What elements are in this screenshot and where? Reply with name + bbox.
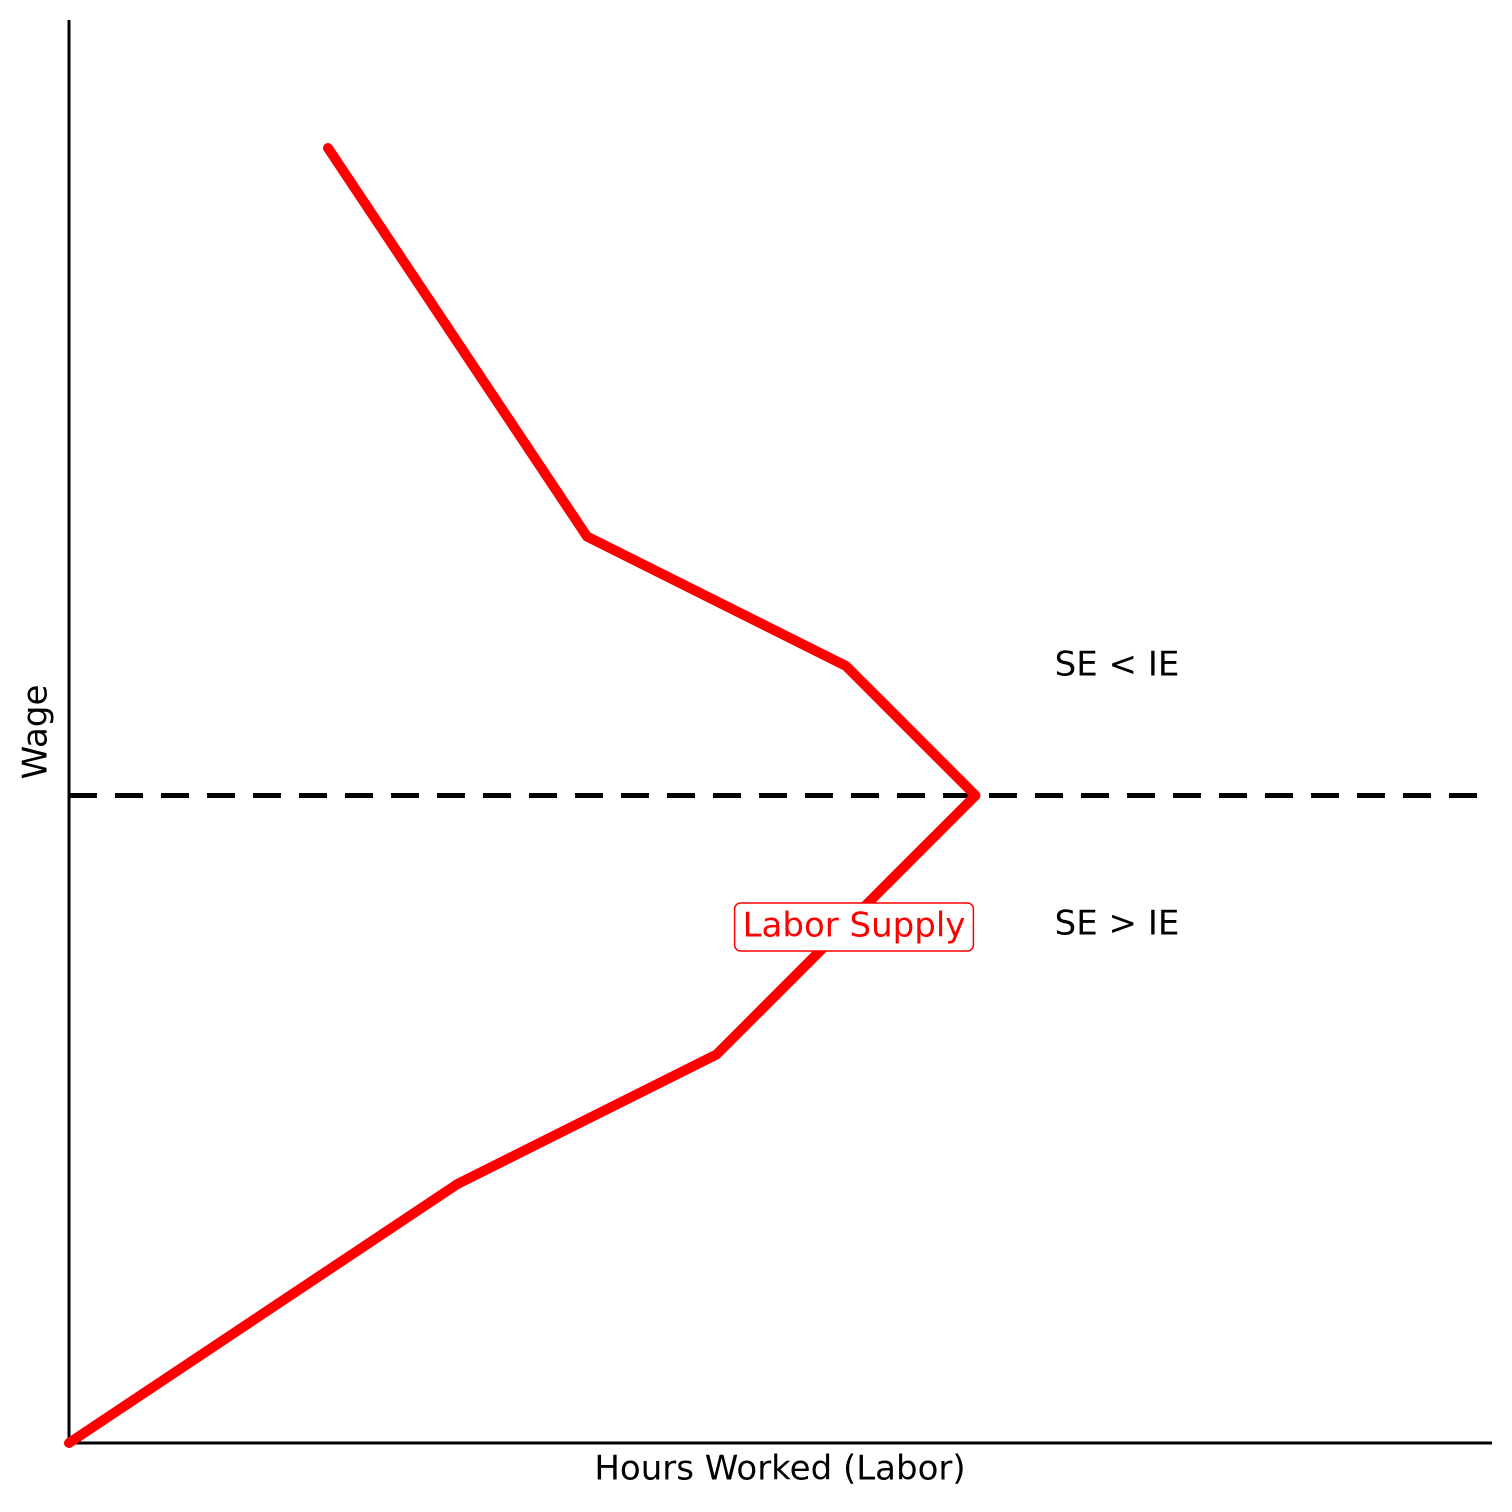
se-greater-than-ie-label: SE > IE xyxy=(1055,904,1180,944)
labor-supply-curve xyxy=(64,143,981,1448)
labor-supply-curve-label: Labor Supply xyxy=(733,902,975,952)
curve-label-text: Labor Supply xyxy=(743,906,966,946)
curve-label-box xyxy=(733,902,975,952)
x-axis-title: Hours Worked (Labor) xyxy=(594,1449,965,1489)
y-axis-title: Wage xyxy=(16,685,56,780)
se-less-than-ie-label: SE < IE xyxy=(1055,645,1180,685)
